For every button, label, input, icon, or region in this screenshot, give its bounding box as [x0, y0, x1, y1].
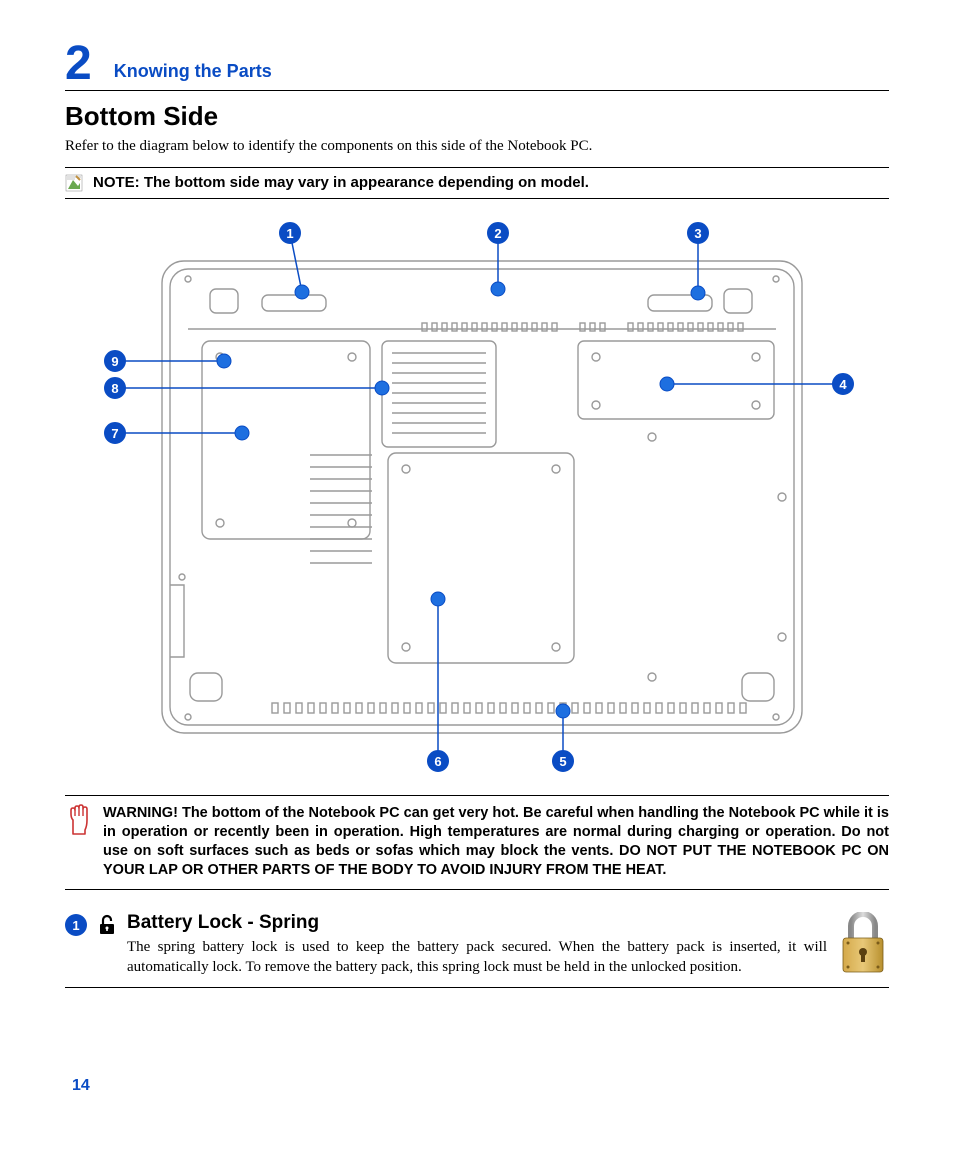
- warning-hand-icon: [65, 804, 93, 836]
- note-icon: [65, 174, 83, 192]
- chapter-title: Knowing the Parts: [114, 61, 272, 88]
- callout-8: 8: [104, 377, 126, 399]
- callout-6: 6: [427, 750, 449, 772]
- item-title: Battery Lock - Spring: [127, 912, 827, 934]
- callout-3: 3: [687, 222, 709, 244]
- section-title: Bottom Side: [65, 101, 889, 132]
- unlock-icon: [97, 914, 117, 936]
- bottom-side-diagram: 1 2 3 4 5 6 7 8 9: [92, 217, 862, 777]
- padlock-icon: [837, 912, 889, 974]
- callout-9: 9: [104, 350, 126, 372]
- callout-5: 5: [552, 750, 574, 772]
- item-description: The spring battery lock is used to keep …: [127, 938, 827, 977]
- chapter-header: 2 Knowing the Parts: [65, 40, 889, 91]
- page-number: 14: [72, 1077, 90, 1095]
- item-battery-lock: 1 Battery Lock - Spring The spring batte…: [65, 912, 889, 988]
- section-intro: Refer to the diagram below to identify t…: [65, 138, 889, 155]
- note-block: NOTE: The bottom side may vary in appear…: [65, 167, 889, 199]
- warning-block: WARNING! The bottom of the Notebook PC c…: [65, 795, 889, 890]
- callout-7: 7: [104, 422, 126, 444]
- note-text: NOTE: The bottom side may vary in appear…: [93, 174, 589, 191]
- warning-text: WARNING! The bottom of the Notebook PC c…: [103, 804, 889, 879]
- callout-4: 4: [832, 373, 854, 395]
- chapter-number: 2: [65, 40, 92, 88]
- item-number-badge: 1: [65, 914, 87, 936]
- callout-2: 2: [487, 222, 509, 244]
- callout-1: 1: [279, 222, 301, 244]
